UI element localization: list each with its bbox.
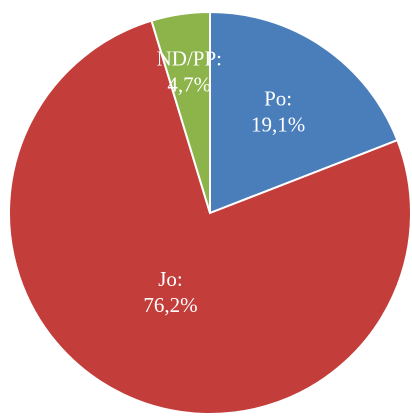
slice-category-label: Jo: bbox=[158, 267, 183, 291]
pie-slice bbox=[150, 10, 211, 214]
slice-value-label: 19,1% bbox=[251, 112, 305, 136]
slice-category-label: ND/PP: bbox=[157, 47, 222, 71]
slice-value-label: 76,2% bbox=[143, 293, 197, 317]
slice-value-label: 4,7% bbox=[167, 73, 211, 97]
pie-slice bbox=[209, 10, 399, 215]
pie-slice bbox=[8, 19, 412, 415]
slice-category-label: Po: bbox=[264, 86, 292, 110]
